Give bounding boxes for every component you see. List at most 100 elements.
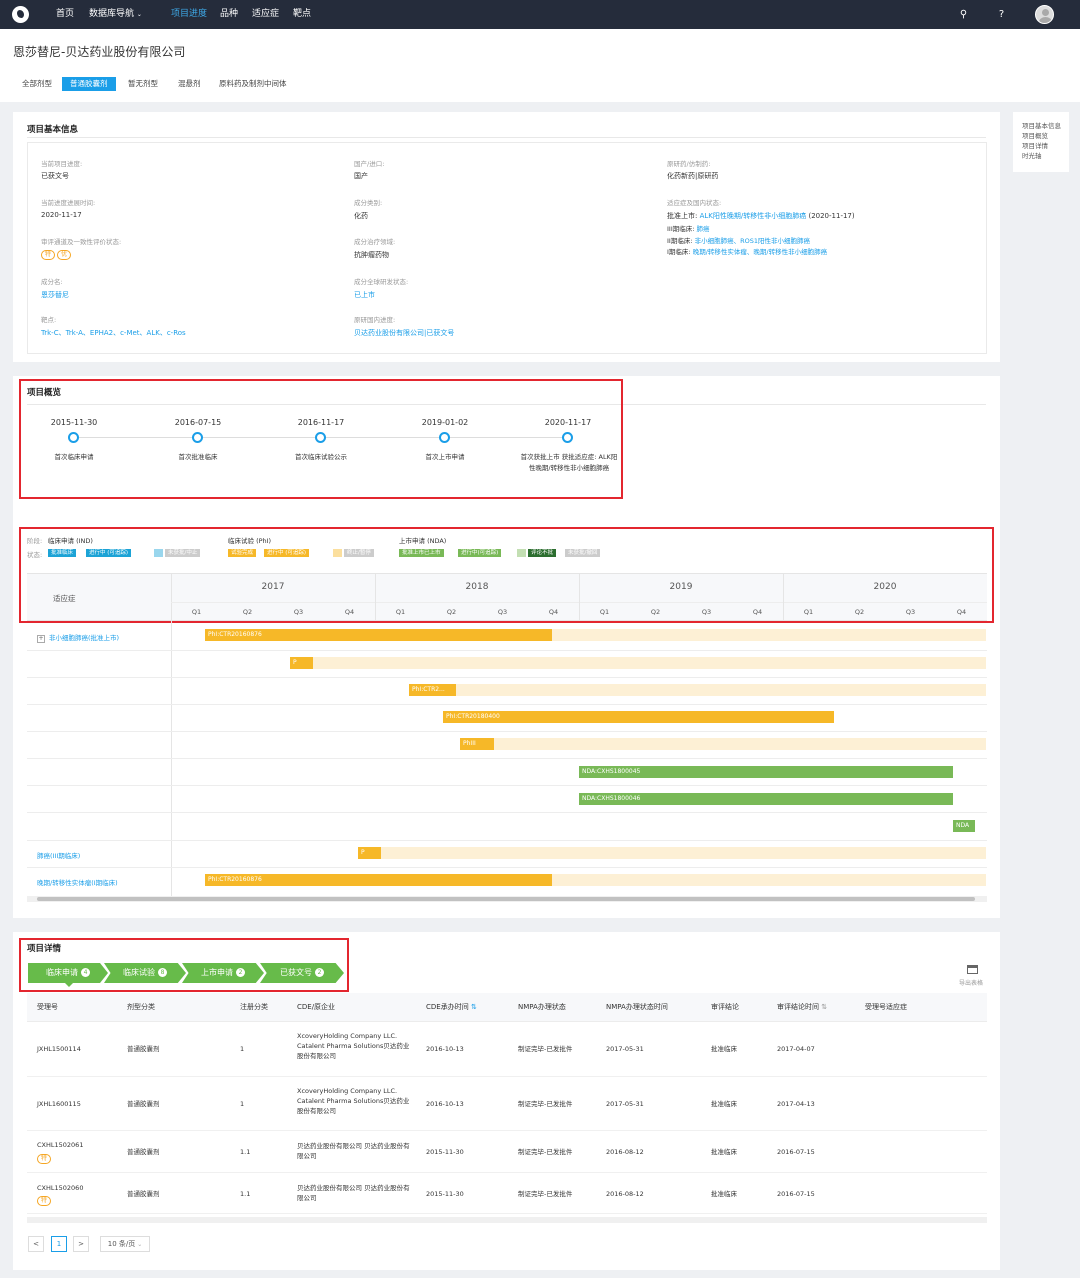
domestic-link[interactable]: 贝达药业股份有限公司|已获文号 [354,329,455,337]
col-header: NMPA办理状态时间 [606,1003,668,1011]
chevron-down-icon: ⌄ [136,11,142,18]
nav-database[interactable]: 数据库导航 ⌄ [89,0,142,29]
col-header-sortable[interactable]: 审评结论时间 ⇅ [777,1002,827,1012]
gantt-bar[interactable]: NDA:CXHS1800046 [579,793,953,805]
gantt-header [27,573,987,621]
col-header-sortable[interactable]: CDE承办时间 ⇅ [426,1002,477,1012]
step-count: 2 [315,968,324,977]
nav-target[interactable]: 靶点 [293,9,312,19]
milestone-dot[interactable] [439,432,450,443]
gantt-divider [375,573,376,621]
nav-variety[interactable]: 品种 [220,9,239,19]
gantt-row-label[interactable]: 肺癌(III期临床) [37,852,81,860]
table-scrollbar[interactable] [27,1217,987,1223]
indication-phase3-link[interactable]: 肺癌 [696,225,710,233]
avatar[interactable] [1035,5,1054,24]
global-status-link[interactable]: 已上市 [354,291,375,299]
tab-no-form[interactable]: 暂无剂型 [128,79,158,88]
gantt-bar[interactable]: P [290,657,313,669]
indication-phase1-link[interactable]: 晚期/转移性实体瘤、晚期/转移性非小细胞肺癌 [692,248,828,256]
next-page-button[interactable]: > [73,1236,89,1252]
targets-link[interactable]: Trk-C、Trk-A、EPHA2、c-Met、ALK、c-Ros [41,329,186,337]
acceptance-id-link[interactable]: CXHL1502061 [37,1141,84,1149]
anchor-timeline[interactable]: 时光轴 [1022,152,1042,160]
gantt-bar[interactable]: P [358,847,381,859]
prev-page-button[interactable]: < [28,1236,44,1252]
gantt-scroll-thumb[interactable] [37,897,975,901]
gantt-bar[interactable]: PhI:CTR2... [409,684,456,696]
cell-cde-time: 2016-10-13 [426,1100,464,1108]
therapy-value: 抗肿瘤药物 [354,251,389,259]
sort-icon[interactable]: ⇅ [470,1003,477,1011]
page-1-button[interactable]: 1 [51,1236,67,1252]
export-icon[interactable] [967,965,978,974]
cell-nmpa-time: 2017-05-31 [606,1045,644,1053]
logo-icon[interactable] [12,6,29,23]
gantt-row-label[interactable]: 晚期/转移性实体瘤(I期临床) [37,879,118,887]
legend-chip [154,549,163,557]
gantt-divider [579,573,580,621]
tab-capsule[interactable]: 普通胶囊剂 [62,77,116,91]
indication-phase2: II期临床: 非小细胞肺癌、ROS1阳性非小细胞肺癌 [667,235,810,245]
row-divider [27,731,987,732]
acceptance-id-link[interactable]: JXHL1600115 [37,1100,81,1108]
acceptance-id-link[interactable]: JXHL1500114 [37,1045,81,1053]
sort-icon[interactable]: ⇅ [821,1003,828,1011]
origin-label: 国产/进口: [354,160,385,168]
domestic-label: 原研国内进度: [354,316,396,324]
nav-project-progress[interactable]: 项目进度 [171,9,208,19]
indication-phase2-link[interactable]: 非小细胞肺癌、ROS1阳性非小细胞肺癌 [694,237,811,245]
milestone-dot[interactable] [68,432,79,443]
review-badges: 特优 [41,250,73,260]
gantt-bar-track [494,738,986,750]
anchor-details[interactable]: 项目详情 [1022,142,1048,150]
quarter-label: Q4 [344,608,355,616]
milestone-dot[interactable] [192,432,203,443]
page-size-select[interactable]: 10 条/页 ⌄ [100,1236,150,1252]
cell-nmpa-time: 2016-08-12 [606,1190,644,1198]
gantt-bar[interactable]: PhI:CTR20160876 [205,629,552,641]
expand-icon[interactable]: + [37,635,45,643]
overview-title: 项目概览 [27,388,62,398]
milestone-date: 2016-07-15 [174,418,222,427]
component-link[interactable]: 恩莎替尼 [41,291,69,299]
help-icon[interactable]: ? [998,9,1005,20]
tab-api[interactable]: 原料药及制剂中间体 [219,79,287,88]
details-title: 项目详情 [27,944,62,954]
gantt-bar[interactable]: PhI:CTR20180400 [443,711,834,723]
gantt-bar[interactable]: NDA:CXHS1800045 [579,766,953,778]
gantt-bar[interactable]: NDA [953,820,975,832]
row-divider [27,704,987,705]
row-divider [27,785,987,786]
divider [27,404,986,405]
indication-approved-date: (2020-11-17) [808,212,855,220]
quarter-label: Q4 [548,608,559,616]
tab-suspension[interactable]: 混悬剂 [178,79,201,88]
step-market-application[interactable]: 上市申请 2 [182,963,264,983]
nav-home[interactable]: 首页 [56,9,75,19]
step-clinical-application[interactable]: 临床申请 4 [28,963,108,983]
cell-conclusion-time: 2017-04-07 [777,1045,815,1053]
anchor-basic-info[interactable]: 项目基本信息 [1022,122,1061,130]
gantt-row-label[interactable]: + 非小细胞肺癌(批准上市) [37,632,119,643]
milestone-dot[interactable] [562,432,573,443]
acceptance-id-link[interactable]: CXHL1502060 [37,1184,84,1192]
anchor-overview[interactable]: 项目概览 [1022,132,1048,140]
cell-company: XcoveryHolding Company LLC. Catalent Pha… [297,1032,410,1060]
nav-indication[interactable]: 适应症 [252,9,280,19]
export-label[interactable]: 导出表格 [959,980,984,987]
step-clinical-trial[interactable]: 临床试验 8 [104,963,186,983]
gantt-bar[interactable]: PhI:CTR20160876 [205,874,552,886]
milestone-dot[interactable] [315,432,326,443]
legend-chip: 批准上市已上市 [399,549,444,557]
search-icon[interactable]: ⚲ [959,9,968,20]
step-approved[interactable]: 已获文号 2 [260,963,344,983]
row-divider [27,812,987,813]
legend-chip: 批准临床 [48,549,77,557]
original-label: 原研药/仿制药: [667,160,711,168]
tab-all-forms[interactable]: 全部剂型 [22,79,52,88]
gantt-bar[interactable]: PhIII [460,738,494,750]
cell-class: 1 [240,1100,245,1108]
indication-approved-link[interactable]: ALK阳性晚期/转移性非小细胞肺癌 [699,212,807,220]
gantt-divider [783,573,784,621]
